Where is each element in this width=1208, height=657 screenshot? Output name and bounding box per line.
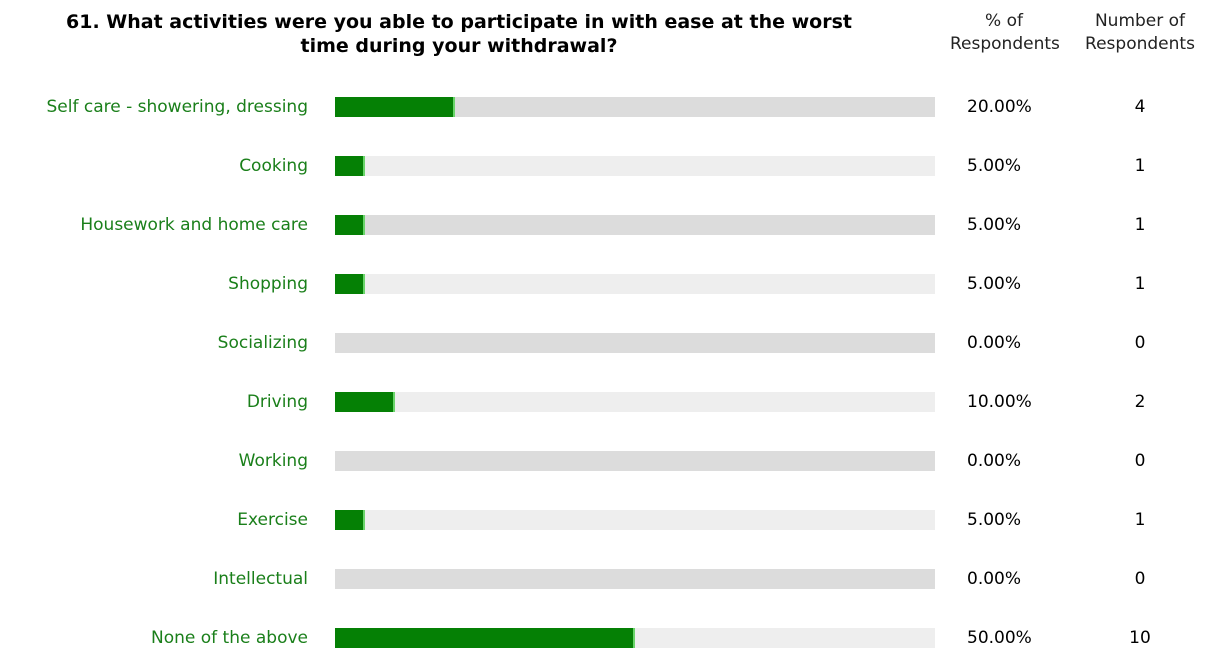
count-header-line-2: Respondents [1085,34,1195,54]
percent-column-header: % of Respondents [950,10,1060,56]
category-label: Working [238,451,308,471]
bar-track [335,628,935,648]
count-value: 1 [1134,215,1146,235]
count-value: 1 [1134,274,1146,294]
count-header-line-1: Number of [1094,11,1186,31]
count-value: 1 [1134,510,1146,530]
percent-value: 5.00% [967,215,1022,235]
percent-value: 0.00% [967,451,1022,471]
count-value: 1 [1134,156,1146,176]
count-value: 10 [1129,628,1151,648]
percent-value: 20.00% [967,97,1032,117]
bar [335,510,365,530]
category-label: Shopping [228,274,308,294]
category-label: Intellectual [213,569,308,589]
bar-track [335,97,935,117]
chart-row: Intellectual 0.00% 0 [0,567,1208,591]
percent-value: 50.00% [967,628,1032,648]
bar-track [335,156,935,176]
bar [335,215,365,235]
percent-value: 0.00% [967,569,1022,589]
percent-header-line-2: Respondents [950,34,1060,54]
chart-row: Shopping 5.00% 1 [0,272,1208,296]
chart-row: None of the above 50.00% 10 [0,626,1208,650]
chart-row: Socializing 0.00% 0 [0,331,1208,355]
percent-value: 0.00% [967,333,1022,353]
percent-value: 5.00% [967,274,1022,294]
chart-row: Cooking 5.00% 1 [0,154,1208,178]
bar [335,97,455,117]
chart-row: Self care - showering, dressing 20.00% 4 [0,95,1208,119]
category-label: Self care - showering, dressing [46,97,309,117]
bar [335,274,365,294]
chart-row: Exercise 5.00% 1 [0,508,1208,532]
percent-value: 5.00% [967,510,1022,530]
question-title-line-2: time during your withdrawal? [300,35,618,57]
count-value: 0 [1134,333,1146,353]
question-title: 61. What activities were you able to par… [0,10,934,58]
count-value: 2 [1134,392,1146,412]
category-label: Exercise [237,510,308,530]
bar [335,156,365,176]
chart-row: Working 0.00% 0 [0,449,1208,473]
count-value: 0 [1134,451,1146,471]
category-label: Cooking [239,156,308,176]
category-label: Driving [246,392,308,412]
count-value: 4 [1134,97,1146,117]
count-value: 0 [1134,569,1146,589]
chart-row: Housework and home care 5.00% 1 [0,213,1208,237]
bar-track [335,569,935,589]
category-label: None of the above [151,628,308,648]
percent-value: 10.00% [967,392,1032,412]
bar-track [335,333,935,353]
bar [335,628,635,648]
category-label: Housework and home care [80,215,308,235]
category-label: Socializing [217,333,308,353]
bar-track [335,510,935,530]
count-column-header: Number of Respondents [1065,10,1208,56]
bar-track [335,215,935,235]
chart-row: Driving 10.00% 2 [0,390,1208,414]
bar-track [335,274,935,294]
bar-track [335,392,935,412]
question-title-line-1: 61. What activities were you able to par… [66,11,852,33]
percent-header-line-1: % of [985,11,1023,31]
bar [335,392,395,412]
percent-value: 5.00% [967,156,1022,176]
bar-track [335,451,935,471]
